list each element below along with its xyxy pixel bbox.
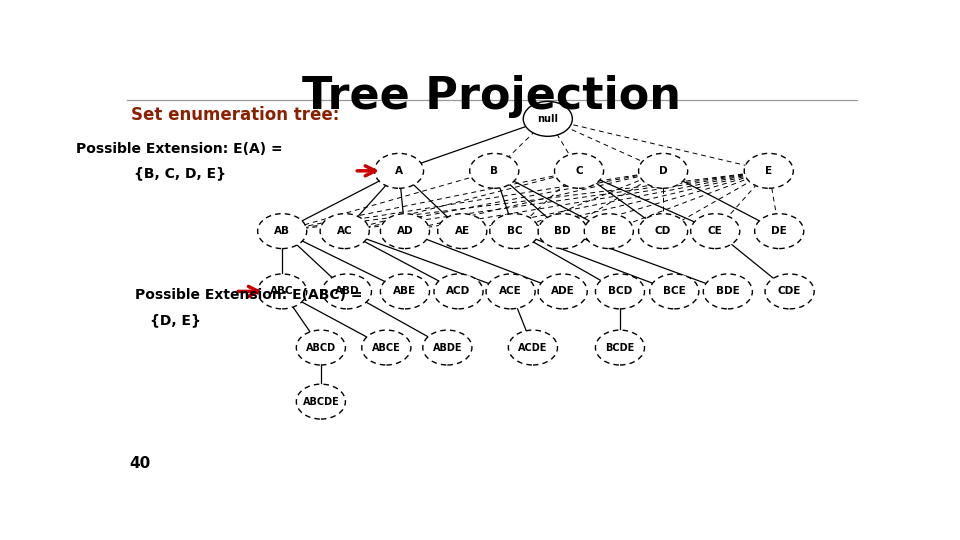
Ellipse shape <box>765 274 814 309</box>
Text: ABC: ABC <box>271 286 294 296</box>
Ellipse shape <box>297 330 346 365</box>
Text: {D, E}: {D, E} <box>150 313 201 327</box>
Text: BD: BD <box>554 226 571 236</box>
Ellipse shape <box>434 274 483 309</box>
Ellipse shape <box>690 214 740 248</box>
Ellipse shape <box>595 274 644 309</box>
Ellipse shape <box>755 214 804 248</box>
Ellipse shape <box>438 214 487 248</box>
Text: CD: CD <box>655 226 671 236</box>
Text: D: D <box>659 166 667 176</box>
Ellipse shape <box>523 102 572 136</box>
Text: ACE: ACE <box>499 286 522 296</box>
Ellipse shape <box>509 330 558 365</box>
Text: C: C <box>575 166 583 176</box>
Ellipse shape <box>257 214 307 248</box>
Ellipse shape <box>374 153 423 188</box>
Text: ACD: ACD <box>446 286 470 296</box>
Text: ABD: ABD <box>335 286 359 296</box>
Ellipse shape <box>297 384 346 419</box>
Text: AE: AE <box>455 226 469 236</box>
Text: BCD: BCD <box>608 286 632 296</box>
Ellipse shape <box>650 274 699 309</box>
Text: ABCD: ABCD <box>306 342 336 353</box>
Ellipse shape <box>486 274 535 309</box>
Ellipse shape <box>638 153 687 188</box>
Ellipse shape <box>320 214 370 248</box>
Ellipse shape <box>380 214 429 248</box>
Ellipse shape <box>362 330 411 365</box>
Text: Tree Projection: Tree Projection <box>302 75 682 118</box>
Text: CE: CE <box>708 226 723 236</box>
Text: E: E <box>765 166 773 176</box>
Text: {B, C, D, E}: {B, C, D, E} <box>133 167 226 181</box>
Text: ABCE: ABCE <box>372 342 400 353</box>
Ellipse shape <box>469 153 518 188</box>
Ellipse shape <box>704 274 753 309</box>
Ellipse shape <box>422 330 472 365</box>
Ellipse shape <box>539 274 588 309</box>
Text: DE: DE <box>771 226 787 236</box>
Ellipse shape <box>555 153 604 188</box>
Text: null: null <box>538 114 559 124</box>
Text: ABE: ABE <box>394 286 417 296</box>
Text: A: A <box>395 166 403 176</box>
Text: Possible Extension: E(A) =: Possible Extension: E(A) = <box>76 142 283 156</box>
Text: Possible Extension: E(ABC) =: Possible Extension: E(ABC) = <box>134 288 362 302</box>
Ellipse shape <box>585 214 634 248</box>
Text: AB: AB <box>275 226 290 236</box>
Text: CDE: CDE <box>778 286 802 296</box>
Text: ABDE: ABDE <box>433 342 462 353</box>
Text: ADE: ADE <box>551 286 574 296</box>
Ellipse shape <box>744 153 793 188</box>
Text: AD: AD <box>396 226 413 236</box>
Text: BDE: BDE <box>716 286 740 296</box>
Ellipse shape <box>638 214 687 248</box>
Text: Set enumeration tree:: Set enumeration tree: <box>132 106 340 124</box>
Ellipse shape <box>323 274 372 309</box>
Ellipse shape <box>257 274 307 309</box>
Text: BCE: BCE <box>663 286 685 296</box>
Text: BC: BC <box>507 226 522 236</box>
Ellipse shape <box>595 330 644 365</box>
Text: BCDE: BCDE <box>606 342 635 353</box>
Text: B: B <box>491 166 498 176</box>
Text: AC: AC <box>337 226 352 236</box>
Ellipse shape <box>380 274 429 309</box>
Text: ACDE: ACDE <box>518 342 547 353</box>
Text: ABCDE: ABCDE <box>302 396 339 407</box>
Text: 40: 40 <box>129 456 150 471</box>
Text: BE: BE <box>601 226 616 236</box>
Ellipse shape <box>539 214 588 248</box>
Ellipse shape <box>490 214 539 248</box>
